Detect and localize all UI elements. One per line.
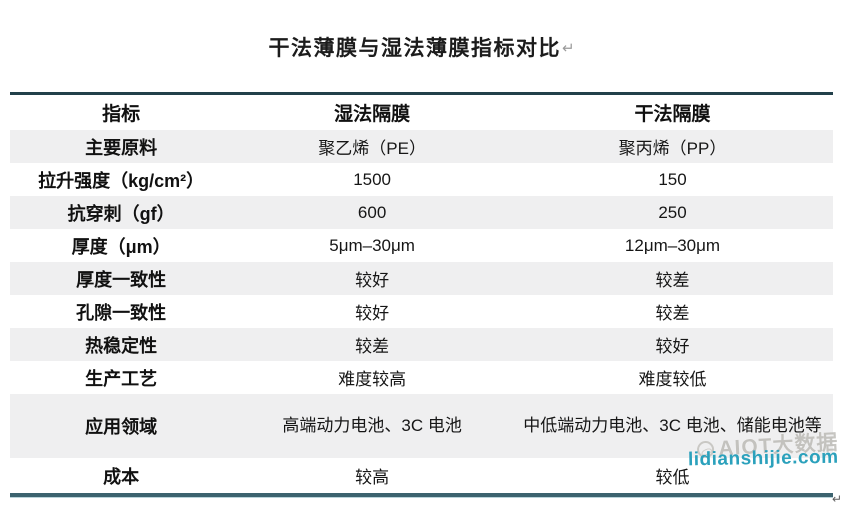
table-row-thickness: 厚度（μm） 5μm–30μm 12μm–30μm: [10, 229, 833, 262]
row-label: 热稳定性: [85, 335, 158, 356]
table-row-puncture-resistance: 抗穿刺（gf） 600 250: [10, 196, 833, 229]
comparison-table: 指标 湿法隔膜 干法隔膜 主要原料 聚乙烯（PE） 聚丙烯（PP） 拉升强度（k…: [10, 92, 833, 497]
row-label: 生产工艺: [85, 368, 158, 389]
table-row-thickness-uniformity: 厚度一致性 较好 较差: [10, 262, 833, 295]
row-label: 主要原料: [85, 137, 158, 158]
wet-value: 较好: [355, 304, 390, 323]
title-band: 干法薄膜与湿法薄膜指标对比↵: [0, 32, 843, 62]
row-label: 抗穿刺（gf）: [67, 203, 175, 224]
wet-value: 聚乙烯（PE）: [318, 139, 426, 158]
bottom-return-icon: ↵: [831, 492, 842, 506]
table-row-thermal-stability: 热稳定性 较差 较好: [10, 328, 833, 361]
dry-value: 150: [658, 169, 687, 189]
separator-comparison-table: 指标 湿法隔膜 干法隔膜 主要原料 聚乙烯（PE） 聚丙烯（PP） 拉升强度（k…: [10, 95, 833, 493]
col-header-wet-separator: 湿法隔膜: [232, 95, 513, 130]
table-row-cost: 成本 较高 较低: [10, 458, 833, 493]
table-row-production-process: 生产工艺 难度较高 难度较低: [10, 361, 833, 394]
row-label: 厚度一致性: [76, 269, 167, 290]
dry-value: 中低端动力电池、3C 电池、储能电池等: [523, 415, 822, 435]
dry-value: 难度较低: [638, 370, 707, 389]
table-row-application-field: 应用领域 高端动力电池、3C 电池 中低端动力电池、3C 电池、储能电池等: [10, 394, 833, 458]
dry-value: 12μm–30μm: [624, 235, 721, 255]
wet-value: 1500: [353, 169, 392, 189]
col-header-dry-separator: 干法隔膜: [512, 95, 833, 130]
header-row: 指标 湿法隔膜 干法隔膜: [10, 95, 833, 130]
row-label: 成本: [103, 466, 140, 487]
dry-value: 较低: [655, 468, 690, 487]
dry-value: 较差: [655, 304, 690, 323]
dry-value: 较好: [655, 337, 690, 356]
dry-value: 较差: [655, 271, 690, 290]
wet-value: 难度较高: [338, 370, 407, 389]
row-label: 厚度（μm）: [71, 236, 171, 257]
wet-value: 较差: [355, 337, 390, 356]
dry-value: 聚丙烯（PP）: [618, 139, 727, 158]
wet-value: 较好: [355, 271, 390, 290]
table-row-raw-material: 主要原料 聚乙烯（PE） 聚丙烯（PP）: [10, 130, 833, 163]
wet-value: 600: [357, 202, 387, 222]
row-label: 拉升强度（kg/cm²）: [38, 170, 205, 191]
page-title: 干法薄膜与湿法薄膜指标对比: [268, 37, 561, 60]
paragraph-return-icon: ↵: [561, 40, 575, 57]
row-label: 孔隙一致性: [76, 302, 167, 323]
table-row-porosity-uniformity: 孔隙一致性 较好 较差: [10, 295, 833, 328]
col-header-indicator: 指标: [10, 95, 233, 130]
wet-value: 5μm–30μm: [329, 235, 415, 255]
wet-value: 高端动力电池、3C 电池: [282, 415, 462, 435]
row-label: 应用领域: [85, 417, 158, 437]
dry-value: 250: [658, 202, 687, 222]
table-row-tensile-strength: 拉升强度（kg/cm²） 1500 150: [10, 163, 833, 196]
wet-value: 较高: [355, 468, 390, 487]
